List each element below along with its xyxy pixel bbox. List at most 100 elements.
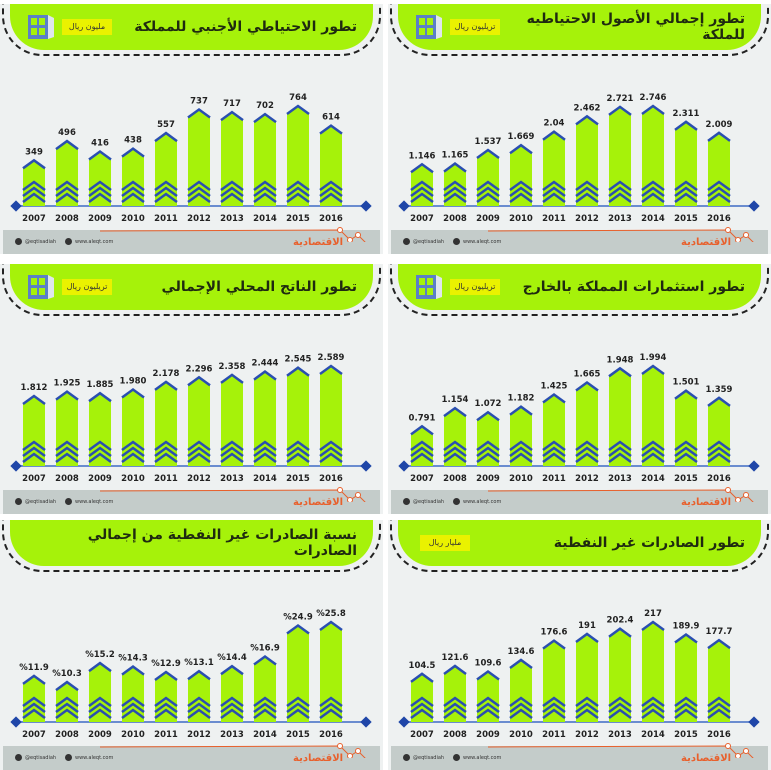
x-tick-label: 2014 <box>253 474 277 484</box>
x-tick-label: 2008 <box>55 474 79 484</box>
bar-top-chevron <box>253 654 277 666</box>
axis-end-marker <box>360 200 372 212</box>
bar: 1.885 <box>87 380 114 466</box>
unit-badge: تريليون ريال <box>450 19 500 35</box>
data-label: %25.8 <box>316 609 346 619</box>
x-tick-label: 2012 <box>187 474 211 484</box>
chevron-pattern <box>319 702 343 714</box>
chevron-pattern <box>443 708 467 720</box>
x-tick-label: 2014 <box>641 730 665 740</box>
footer: @eqtisadiah www.aleqt.com الاقتصادية <box>391 746 768 770</box>
data-label: 717 <box>223 99 241 109</box>
chevron-pattern <box>476 186 500 198</box>
bar: %16.9 <box>250 643 280 722</box>
twitter-handle[interactable]: @eqtisadiah <box>403 498 444 505</box>
bar: 2.721 <box>607 94 634 206</box>
twitter-handle[interactable]: @eqtisadiah <box>403 238 444 245</box>
x-tick-label: 2015 <box>674 474 698 484</box>
data-label: 1.146 <box>409 151 436 161</box>
bar-top-chevron <box>88 391 112 403</box>
bar-top-chevron <box>443 664 467 675</box>
bar-top-chevron <box>476 148 500 160</box>
bar-body <box>510 145 532 206</box>
bar-top-chevron <box>410 672 434 683</box>
chevron-pattern <box>410 446 434 458</box>
bar: %13.1 <box>184 658 214 722</box>
axis-end-marker <box>748 716 760 728</box>
bar-top-chevron <box>88 661 112 673</box>
twitter-handle[interactable]: @eqtisadiah <box>403 754 444 761</box>
chevron-pattern <box>286 708 310 720</box>
chevron-pattern <box>443 186 467 198</box>
chevron-pattern <box>509 180 533 192</box>
bar-body <box>287 367 309 466</box>
chevron-pattern <box>88 180 112 192</box>
website-link[interactable]: www.aleqt.com <box>453 754 501 761</box>
bar: 134.6 <box>508 647 535 722</box>
data-label: 2.358 <box>219 362 246 372</box>
twitter-handle[interactable]: @eqtisadiah <box>15 754 56 761</box>
chevron-pattern <box>286 696 310 708</box>
chevron-pattern <box>542 192 566 204</box>
bar-top-chevron <box>253 112 277 124</box>
bar-body <box>56 141 78 206</box>
header-banner: تطور الناتج المحلي الإجمالي تريليون ريال <box>10 264 373 310</box>
bar-top-chevron <box>641 104 665 116</box>
header-banner: تطور استثمارات المملكة بالخارج تريليون ري… <box>398 264 761 310</box>
bar: 0.791 <box>409 413 436 466</box>
x-tick-label: 2008 <box>443 214 467 224</box>
bar-top-chevron <box>319 364 343 376</box>
brand-logo: الاقتصادية <box>681 753 732 764</box>
bar: 104.5 <box>409 661 436 722</box>
chevron-pattern <box>121 186 145 198</box>
chevron-pattern <box>707 186 731 198</box>
unit-badge: تريليون ريال <box>62 279 112 295</box>
chevron-pattern <box>220 440 244 452</box>
bar: 717 <box>220 99 244 206</box>
axis-end-marker <box>398 716 410 728</box>
axis-end-marker <box>398 200 410 212</box>
twitter-handle[interactable]: @eqtisadiah <box>15 498 56 505</box>
x-tick-label: 2010 <box>121 214 145 224</box>
x-tick-label: 2016 <box>319 730 343 740</box>
bar-top-chevron <box>476 410 500 422</box>
twitter-handle[interactable]: @eqtisadiah <box>15 238 56 245</box>
data-label: 557 <box>157 120 175 130</box>
bar-body <box>576 633 598 722</box>
bar: 1.925 <box>54 379 81 466</box>
x-tick-label: 2015 <box>674 214 698 224</box>
bar-chart: 1.812 2007 1.925 2008 1.885 2009 1.980 2010 2.17… <box>10 353 372 484</box>
website-link[interactable]: www.aleqt.com <box>65 238 113 245</box>
chevron-pattern <box>220 186 244 198</box>
data-label: 702 <box>256 101 274 111</box>
x-tick-label: 2012 <box>575 474 599 484</box>
bar-top-chevron <box>443 162 467 173</box>
bar: %10.3 <box>52 669 82 722</box>
bank-safe-icon <box>28 15 54 39</box>
website-link[interactable]: www.aleqt.com <box>453 238 501 245</box>
data-label: 1.072 <box>475 399 502 409</box>
data-label: 349 <box>25 147 43 157</box>
bar-body <box>89 393 111 466</box>
chevron-pattern <box>253 446 277 458</box>
website-link[interactable]: www.aleqt.com <box>453 498 501 505</box>
website-link[interactable]: www.aleqt.com <box>65 754 113 761</box>
chevron-pattern <box>286 452 310 464</box>
website-link[interactable]: www.aleqt.com <box>65 498 113 505</box>
axis-end-marker <box>10 460 22 472</box>
chevron-pattern <box>55 186 79 198</box>
data-label: 1.154 <box>442 395 469 405</box>
bar: 1.669 <box>508 132 535 206</box>
bar: 764 <box>286 93 310 206</box>
data-label: 2.746 <box>640 93 667 103</box>
chevron-pattern <box>509 192 533 204</box>
chevron-pattern <box>509 696 533 708</box>
chevron-pattern <box>319 446 343 458</box>
x-tick-label: 2009 <box>88 474 112 484</box>
bar-top-chevron <box>121 665 145 676</box>
chevron-pattern <box>319 696 343 708</box>
chevron-pattern <box>608 708 632 720</box>
unit-badge: مليار ريال <box>420 535 470 551</box>
chevron-pattern <box>575 696 599 708</box>
chevron-pattern <box>253 452 277 464</box>
